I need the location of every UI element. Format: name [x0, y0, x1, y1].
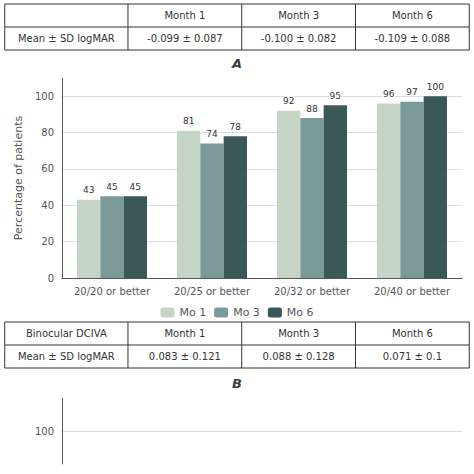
svg-text:Month 3: Month 3 — [278, 328, 319, 339]
svg-text:Month 3: Month 3 — [278, 10, 319, 21]
svg-text:Month 6: Month 6 — [392, 10, 433, 21]
svg-text:20/40 or better: 20/40 or better — [374, 286, 451, 297]
svg-text:100: 100 — [35, 426, 54, 437]
svg-text:20/25 or better: 20/25 or better — [174, 286, 251, 297]
svg-text:0: 0 — [48, 273, 54, 284]
svg-text:Binocular DCIVA: Binocular DCIVA — [26, 328, 107, 339]
svg-text:43: 43 — [83, 185, 94, 195]
svg-text:-0.100 ± 0.082: -0.100 ± 0.082 — [261, 33, 337, 44]
svg-text:88: 88 — [306, 104, 318, 114]
svg-text:96: 96 — [383, 89, 395, 99]
svg-text:20/20 or better: 20/20 or better — [74, 286, 151, 297]
svg-text:0.088 ± 0.128: 0.088 ± 0.128 — [263, 351, 335, 362]
svg-text:74: 74 — [206, 129, 218, 139]
svg-text:Percentage of patients: Percentage of patients — [12, 116, 25, 241]
svg-text:Mo 3: Mo 3 — [233, 306, 260, 319]
svg-text:45: 45 — [130, 182, 141, 192]
svg-text:B: B — [232, 376, 242, 391]
svg-text:Mo 1: Mo 1 — [179, 306, 206, 319]
svg-text:Month 1: Month 1 — [164, 10, 205, 21]
svg-text:Month 1: Month 1 — [164, 328, 205, 339]
svg-text:A: A — [231, 56, 242, 71]
svg-text:80: 80 — [41, 127, 54, 138]
svg-text:Month 6: Month 6 — [392, 328, 433, 339]
svg-text:100: 100 — [35, 91, 54, 102]
svg-text:78: 78 — [230, 122, 242, 132]
svg-text:Mean ± SD logMAR: Mean ± SD logMAR — [18, 351, 115, 362]
svg-text:-0.099 ± 0.087: -0.099 ± 0.087 — [147, 33, 223, 44]
svg-text:45: 45 — [106, 182, 117, 192]
svg-text:60: 60 — [41, 163, 54, 174]
svg-text:Mo 6: Mo 6 — [287, 306, 314, 319]
svg-text:0.083 ± 0.121: 0.083 ± 0.121 — [149, 351, 221, 362]
svg-text:0.071 ± 0.1: 0.071 ± 0.1 — [383, 351, 442, 362]
svg-text:95: 95 — [330, 91, 341, 101]
svg-text:40: 40 — [41, 200, 54, 211]
svg-text:97: 97 — [406, 87, 417, 97]
svg-text:92: 92 — [283, 96, 294, 106]
svg-text:Mean ± SD logMAR: Mean ± SD logMAR — [18, 33, 115, 44]
svg-text:81: 81 — [183, 116, 194, 126]
svg-text:20: 20 — [41, 236, 54, 247]
svg-text:-0.109 ± 0.088: -0.109 ± 0.088 — [375, 33, 451, 44]
svg-text:20/32 or better: 20/32 or better — [274, 286, 351, 297]
svg-text:100: 100 — [427, 82, 444, 92]
